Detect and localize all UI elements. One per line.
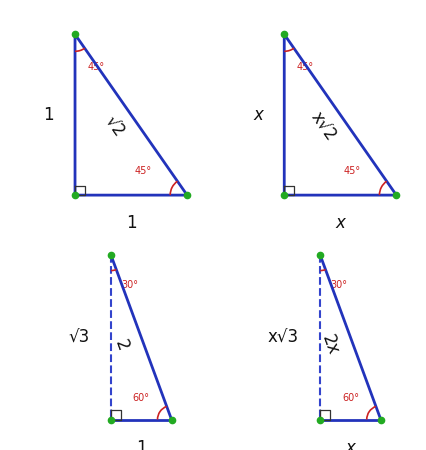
Text: 60°: 60° [132,393,150,403]
Text: 45°: 45° [134,166,151,176]
Text: 60°: 60° [341,393,358,403]
Text: 2x: 2x [317,332,342,358]
Text: x√2: x√2 [306,109,338,145]
Text: x: x [334,214,345,232]
Text: 30°: 30° [121,279,138,290]
Text: x: x [253,106,262,124]
Text: 45°: 45° [87,62,104,72]
Text: 30°: 30° [329,279,346,290]
Text: 1: 1 [43,106,54,124]
Text: x: x [345,439,354,450]
Text: √3: √3 [68,328,89,346]
Text: 2: 2 [110,337,131,353]
Text: 1: 1 [135,439,146,450]
Text: √2: √2 [100,113,127,141]
Text: 45°: 45° [343,166,360,176]
Text: 1: 1 [126,214,136,232]
Text: 45°: 45° [296,62,313,72]
Text: x√3: x√3 [267,328,298,346]
